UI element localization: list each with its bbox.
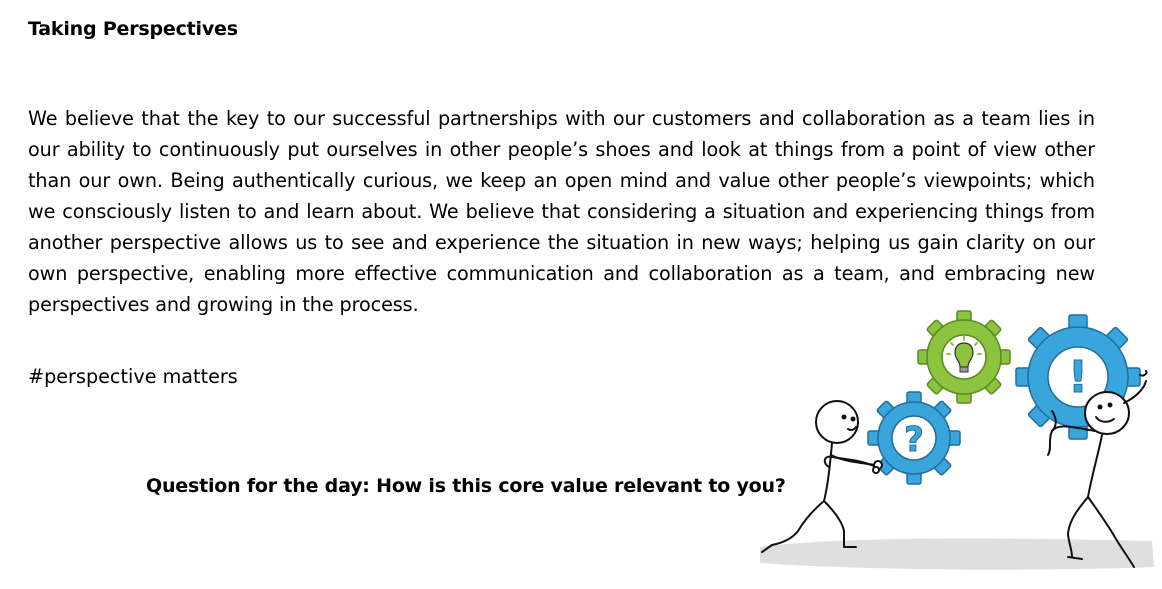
question-gear-icon: ? [867, 391, 961, 485]
body-paragraph: We believe that the key to our successfu… [28, 107, 1095, 316]
question-of-the-day: Question for the day: How is this core v… [146, 475, 786, 497]
svg-text:?: ? [904, 420, 924, 460]
lightbulb-gear-icon [917, 310, 1011, 404]
stick-figure-left-icon [761, 400, 883, 553]
stick-figure-right-icon [1047, 370, 1148, 568]
gears-illustration: ! ? [760, 310, 1154, 570]
ground-shadow [760, 538, 1154, 570]
svg-text:!: ! [1068, 352, 1088, 403]
hashtag-text: #perspective matters [28, 365, 238, 388]
page-title: Taking Perspectives [28, 18, 238, 40]
